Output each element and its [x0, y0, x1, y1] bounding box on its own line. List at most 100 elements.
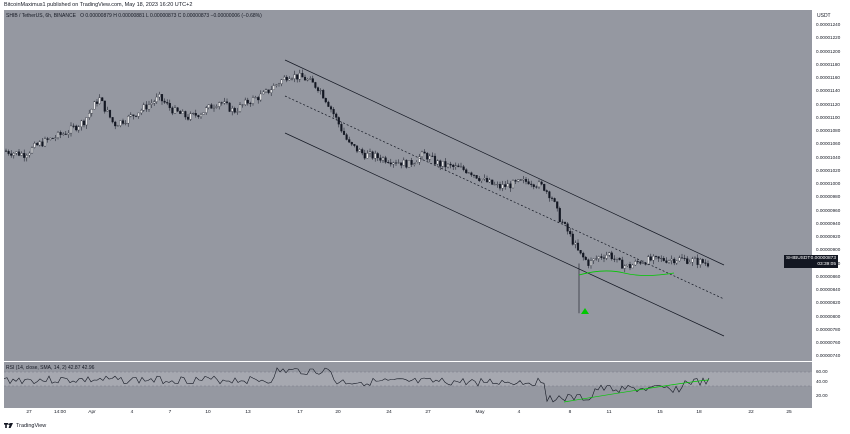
candle-body [72, 125, 75, 127]
candle-body [470, 172, 473, 176]
candle-body [4, 150, 8, 152]
candle-body [189, 113, 192, 120]
candle-body [345, 134, 348, 140]
candle-body [527, 181, 530, 185]
price-axis-label: 0.00001180 [816, 61, 840, 67]
candle-body [392, 162, 395, 165]
symbol-title[interactable]: SHIB / TetherUS, 6h, BINANCE [6, 13, 76, 19]
candle-body [272, 85, 275, 90]
candle-body [241, 104, 244, 106]
time-axis-label: 4 [517, 410, 521, 415]
candle-body [514, 180, 517, 182]
candle-body [543, 184, 546, 191]
rsi-chart-svg [4, 367, 812, 403]
candle-body [394, 162, 398, 164]
price-axis-label: 0.00001200 [816, 48, 841, 54]
time-axis-label: 22 [748, 410, 754, 415]
time-axis-label: 17 [297, 410, 303, 415]
candle-body [69, 125, 73, 134]
candle-body [7, 151, 10, 154]
rsi-legend[interactable]: RSI (14, close, SMA, 14, 2) 42.87 42.96 [6, 365, 95, 371]
candle-body [197, 115, 200, 118]
candle-body [88, 113, 91, 118]
candle-body [368, 151, 372, 154]
candle-body [683, 257, 686, 259]
candle-body [33, 143, 36, 148]
price-axis-label: 0.00001000 [816, 181, 841, 186]
candle-body [530, 183, 533, 185]
candle-body [662, 258, 665, 261]
candle-body [147, 104, 151, 110]
candle-body [316, 87, 320, 91]
rsi-pane[interactable]: RSI (14, close, SMA, 14, 2) 42.87 42.96 [4, 362, 812, 408]
candle-body [387, 162, 390, 163]
candle-body [127, 116, 130, 124]
price-axis-label: 0.00000800 [816, 313, 841, 319]
candle-body [215, 106, 218, 108]
candle-body [93, 101, 96, 110]
tradingview-logo-icon [4, 423, 13, 428]
candle-body [337, 117, 340, 125]
candle-body [80, 120, 83, 127]
price-axis-label: 0.00001160 [816, 75, 840, 80]
candle-body [688, 262, 691, 264]
candle-body [218, 102, 221, 107]
candle-body [566, 223, 569, 232]
price-axis-label: 0.00001060 [816, 141, 841, 147]
candle-body [288, 78, 291, 81]
candle-body [350, 142, 353, 145]
price-axis-label: 0.00001220 [816, 35, 841, 41]
time-axis-label: 15 [657, 410, 663, 415]
candle-body [563, 221, 567, 224]
candle-body [207, 104, 210, 108]
candle-body [145, 104, 148, 110]
candle-body [501, 184, 504, 189]
time-axis[interactable]: 27 14:00 Apr 4 7 10 13 17 20 24 27 May 4 8 11 15 18 22 25 [4, 408, 812, 418]
candle-body [493, 184, 496, 186]
candle-body [675, 260, 678, 264]
candle-body [478, 178, 481, 181]
time-axis-label: 10 [205, 410, 211, 415]
time-axis-label: May [475, 410, 485, 415]
symbol-legend[interactable]: SHIB / TetherUS, 6h, BINANCE O 0.0000087… [6, 13, 262, 19]
candle-body [524, 179, 528, 182]
candle-body [498, 184, 502, 189]
price-axis-label: 0.00000740 [816, 353, 841, 359]
candle-body [20, 153, 23, 156]
main-price-pane[interactable]: SHIB / TetherUS, 6h, BINANCE O 0.0000087… [4, 10, 812, 361]
candle-body [54, 137, 57, 139]
candle-body [618, 257, 621, 261]
candle-body [12, 153, 15, 156]
candle-body [140, 109, 143, 114]
price-chart-svg [4, 59, 725, 337]
candle-body [506, 183, 509, 187]
candle-body [504, 184, 507, 187]
green-up-arrow-icon [581, 308, 589, 314]
candle-body [574, 242, 577, 245]
ohlc-values: O 0.00000879 H 0.00000881 L 0.00000873 C… [80, 13, 262, 19]
footer-brand: TradingView [16, 423, 47, 429]
candle-body [90, 109, 93, 114]
candle-body [673, 258, 676, 264]
candle-body [670, 258, 673, 261]
candle-body [431, 155, 434, 157]
candle-body [615, 257, 619, 260]
price-axis-label: 0.00000760 [816, 340, 841, 345]
candle-body [327, 101, 330, 107]
candle-body [85, 117, 88, 126]
candle-body [407, 160, 411, 168]
candle-body [184, 111, 187, 118]
price-axis-label: 0.00001020 [816, 167, 841, 173]
candle-body [108, 109, 112, 118]
price-tag-price: 0.00000873 [810, 256, 836, 261]
candle-body [179, 111, 182, 114]
price-axis-label: 0.00000840 [816, 287, 841, 292]
chart-container[interactable]: SHIB / TetherUS, 6h, BINANCE O 0.0000087… [4, 10, 845, 418]
candle-body [303, 76, 307, 81]
price-axis[interactable]: USDT 0.00001240 0.00001220 0.00001200 0.000… [812, 10, 845, 408]
candle-body [59, 132, 62, 135]
candle-body [379, 157, 382, 161]
candle-body [418, 156, 421, 163]
candle-body [176, 107, 179, 112]
candle-body [584, 256, 587, 260]
